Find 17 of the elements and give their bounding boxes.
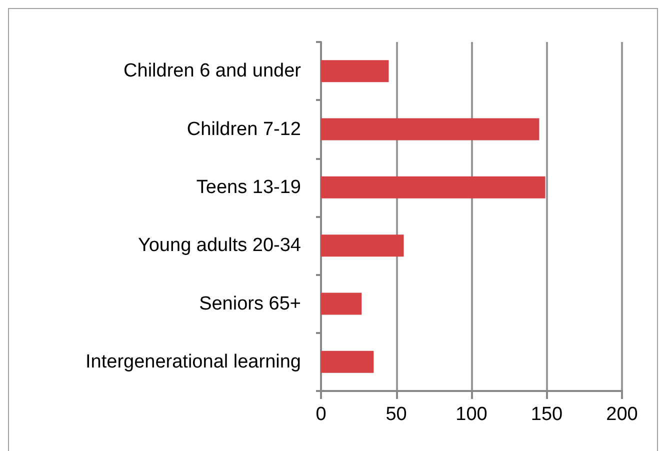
bar (321, 60, 389, 82)
bar (321, 292, 362, 315)
x-tick-label: 200 (606, 404, 638, 425)
bar (321, 234, 404, 257)
x-tick-label: 50 (386, 404, 407, 425)
y-tick-label: Intergenerational learning (86, 351, 301, 372)
bar (321, 350, 374, 373)
y-tick-label: Children 6 and under (124, 60, 302, 82)
bar (321, 118, 540, 140)
y-tick-label: Seniors 65+ (199, 293, 301, 314)
y-tick-label: Teens 13-19 (196, 176, 301, 198)
y-tick-label: Children 7-12 (186, 118, 301, 140)
x-tick-label: 100 (456, 404, 488, 425)
x-tick-label: 0 (316, 404, 326, 425)
bar (321, 176, 546, 198)
y-tick-label: Young adults 20-34 (138, 235, 302, 256)
x-tick-label: 150 (530, 404, 563, 425)
